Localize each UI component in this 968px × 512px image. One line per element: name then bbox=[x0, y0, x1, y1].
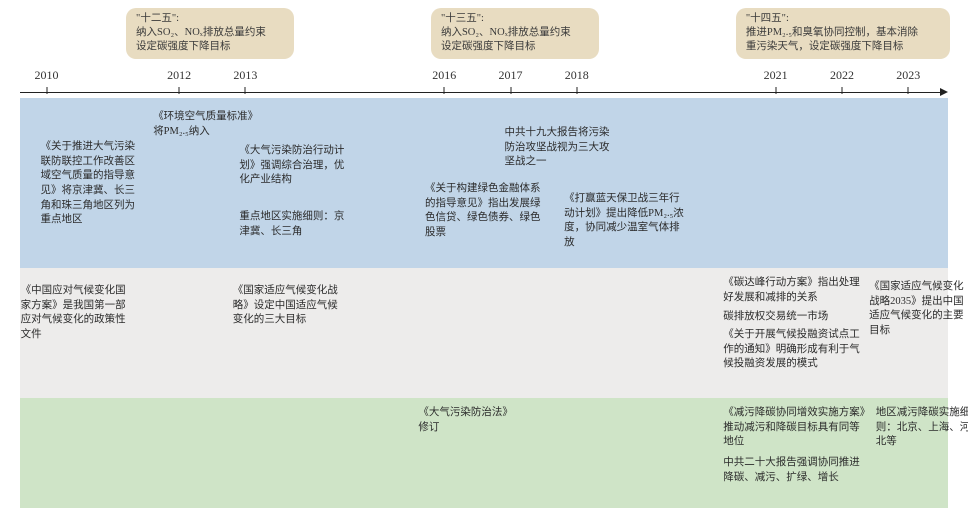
b3-2016: 《大气污染防治法》修订 bbox=[418, 406, 518, 435]
year-labels-row: 2010 2012 2013 2016 2017 2018 2021 2022 2023 bbox=[20, 68, 948, 86]
year-2018: 2018 bbox=[565, 68, 589, 83]
b1-2013a: 《大气污染防治行动计划》强调综合治理，优化产业结构 bbox=[239, 144, 351, 188]
tick-2012 bbox=[179, 87, 180, 94]
tick-2010 bbox=[46, 87, 47, 94]
tick-2016 bbox=[444, 87, 445, 94]
b2-2021a: 《碳达峰行动方案》指出处理好发展和减排的关系 bbox=[723, 276, 865, 305]
tick-2013 bbox=[245, 87, 246, 94]
b3-2022a: 《减污降碳协同增效实施方案》推动减污和降碳目标具有同等地位 bbox=[723, 406, 865, 450]
arrow-line bbox=[20, 92, 942, 93]
b1-2013b: 重点地区实施细则：京津冀、长三角 bbox=[239, 210, 351, 239]
year-2021: 2021 bbox=[764, 68, 788, 83]
timeline-container: "十二五":纳入SO₂、NOₓ排放总量约束设定碳强度下降目标 "十三五":纳入SO… bbox=[0, 0, 968, 512]
b1-2017: 中共十九大报告将污染防治攻坚战视为三大攻坚战之一 bbox=[505, 126, 613, 170]
band-blue: 《关于推进大气污染联防联控工作改善区域空气质量的指导意见》将京津冀、长三角和珠三… bbox=[20, 98, 948, 268]
b1-2016: 《关于构建绿色金融体系的指导意见》指出发展绿色信贷、绿色债券、绿色股票 bbox=[425, 182, 545, 241]
plan-125: "十二五":纳入SO₂、NOₓ排放总量约束设定碳强度下降目标 bbox=[126, 8, 294, 59]
b3-2023: 地区减污降碳实施细则：北京、上海、河北等 bbox=[876, 406, 968, 450]
plan-145: "十四五":推进PM₂.₅和臭氧协同控制，基本消除重污染天气，设定碳强度下降目标 bbox=[736, 8, 950, 59]
year-2016: 2016 bbox=[432, 68, 456, 83]
tick-2022 bbox=[841, 87, 842, 94]
year-2013: 2013 bbox=[233, 68, 257, 83]
arrow-head-icon bbox=[940, 88, 948, 96]
tick-2018 bbox=[576, 87, 577, 94]
b2-2021b: 碳排放权交易统一市场 bbox=[723, 310, 865, 325]
b3-2022b: 中共二十大报告强调协同推进降碳、减污、扩绿、增长 bbox=[723, 456, 865, 485]
b2-2013: 《国家适应气候变化战略》设定中国适应气候变化的三大目标 bbox=[233, 284, 339, 328]
year-2022: 2022 bbox=[830, 68, 854, 83]
tick-2017 bbox=[510, 87, 511, 94]
arrow bbox=[20, 88, 948, 98]
b1-2010: 《关于推进大气污染联防联控工作改善区域空气质量的指导意见》将京津冀、长三角和珠三… bbox=[41, 140, 137, 228]
year-2010: 2010 bbox=[35, 68, 59, 83]
bands-stack: 《关于推进大气污染联防联控工作改善区域空气质量的指导意见》将京津冀、长三角和珠三… bbox=[20, 98, 948, 508]
plan-135: "十三五":纳入SO₂、NOₓ排放总量约束设定碳强度下降目标 bbox=[431, 8, 599, 59]
b1-2018: 《打赢蓝天保卫战三年行动计划》提出降低PM₂.₅浓度，协同减少温室气体排放 bbox=[564, 192, 686, 251]
year-2012: 2012 bbox=[167, 68, 191, 83]
tick-2021 bbox=[775, 87, 776, 94]
band-gray: 《中国应对气候变化国家方案》是我国第一部应对气候变化的政策性文件 《国家适应气候变… bbox=[20, 268, 948, 398]
year-2017: 2017 bbox=[499, 68, 523, 83]
band-green: 《大气污染防治法》修订 《减污降碳协同增效实施方案》推动减污和降碳目标具有同等地位… bbox=[20, 398, 948, 508]
b1-2012: 《环境空气质量标准》将PM₂.₅纳入 bbox=[153, 110, 263, 139]
b2-2021c: 《关于开展气候投融资试点工作的通知》明确形成有利于气候投融资发展的模式 bbox=[723, 328, 865, 372]
year-2023: 2023 bbox=[896, 68, 920, 83]
b2-2022: 《国家适应气候变化战略2035》提出中国适应气候变化的主要目标 bbox=[869, 280, 968, 339]
b2-left: 《中国应对气候变化国家方案》是我国第一部应对气候变化的政策性文件 bbox=[21, 284, 127, 343]
plan-boxes-row: "十二五":纳入SO₂、NOₓ排放总量约束设定碳强度下降目标 "十三五":纳入SO… bbox=[20, 8, 948, 64]
tick-2023 bbox=[908, 87, 909, 94]
